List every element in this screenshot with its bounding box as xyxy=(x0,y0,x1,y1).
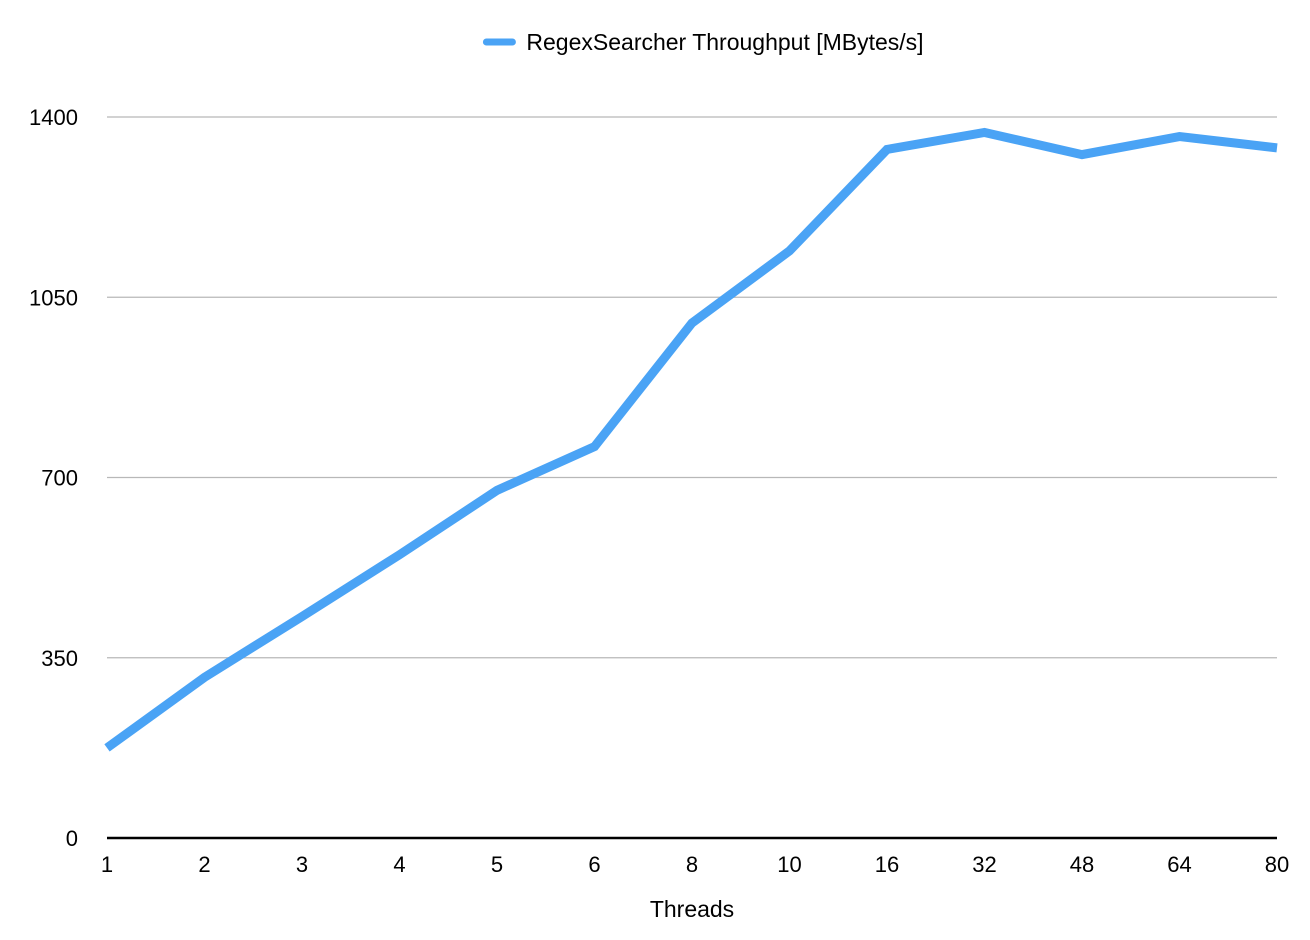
y-tick-label: 0 xyxy=(66,826,78,851)
y-axis-ticks: 0 350 700 1050 1400 xyxy=(29,105,78,851)
series-layer xyxy=(104,127,1278,752)
y-tick-label: 1400 xyxy=(29,105,78,130)
x-tick-label: 6 xyxy=(588,852,600,877)
x-tick-label: 8 xyxy=(686,852,698,877)
legend-label: RegexSearcher Throughput [MBytes/s] xyxy=(526,29,923,55)
y-tick-label: 700 xyxy=(41,466,78,491)
x-tick-label: 3 xyxy=(296,852,308,877)
series-line xyxy=(104,127,1278,752)
x-tick-label: 16 xyxy=(875,852,899,877)
x-tick-label: 64 xyxy=(1167,852,1191,877)
x-axis-title: Threads xyxy=(650,896,734,922)
x-tick-label: 10 xyxy=(777,852,801,877)
y-tick-label: 350 xyxy=(41,646,78,671)
gridlines xyxy=(107,116,1277,659)
x-tick-label: 4 xyxy=(393,852,405,877)
x-tick-label: 1 xyxy=(101,852,113,877)
y-tick-label: 1050 xyxy=(29,285,78,310)
x-tick-label: 5 xyxy=(491,852,503,877)
x-tick-label: 32 xyxy=(972,852,996,877)
x-tick-label: 80 xyxy=(1265,852,1289,877)
x-axis-ticks: 1 2 3 4 5 6 8 10 16 32 48 64 80 xyxy=(101,852,1289,877)
x-tick-label: 2 xyxy=(198,852,210,877)
legend: RegexSearcher Throughput [MBytes/s] xyxy=(482,29,924,55)
x-tick-label: 48 xyxy=(1070,852,1094,877)
